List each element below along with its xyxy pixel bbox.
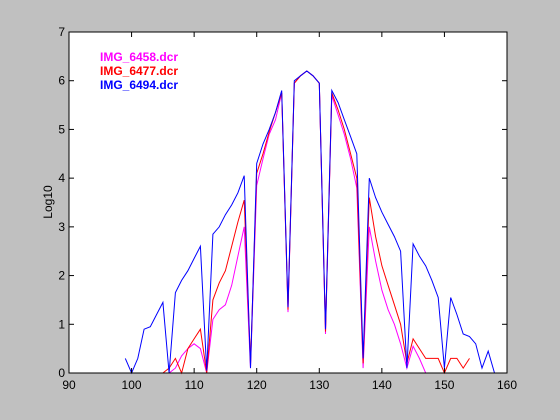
y-tick-label: 2: [58, 269, 65, 283]
plot-frame: [68, 31, 508, 374]
y-tick-label: 5: [58, 122, 65, 136]
x-tick-label: 150: [434, 378, 454, 392]
x-tick-label: 110: [185, 378, 204, 392]
legend-entry-3: IMG_6494.dcr: [100, 78, 178, 92]
x-tick-label: 160: [497, 378, 517, 392]
y-tick-label: 4: [58, 171, 65, 185]
x-tick-label: 140: [372, 378, 392, 392]
y-tick-label: 3: [58, 220, 65, 234]
x-tick-label: 130: [309, 378, 329, 392]
x-tick-label: 120: [247, 378, 267, 392]
x-tick-label: 90: [62, 378, 76, 392]
y-tick-label: 1: [58, 317, 65, 331]
ticks-layer: 90 100 110 120 130 140 150 160 0 1 2 3 4 5 6 7: [58, 25, 517, 392]
y-tick-label: 6: [58, 74, 65, 88]
legend-entry-1: IMG_6458.dcr: [100, 50, 178, 64]
series-line-3: [124, 70, 495, 375]
x-tick-label: 100: [122, 378, 142, 392]
y-axis-label: Log10: [41, 185, 55, 219]
series-layer: [124, 70, 495, 375]
y-tick-label: 0: [58, 366, 65, 380]
plot-area: [69, 32, 507, 373]
y-tick-label: 7: [58, 25, 65, 39]
legend-entry-2: IMG_6477.dcr: [100, 64, 178, 78]
